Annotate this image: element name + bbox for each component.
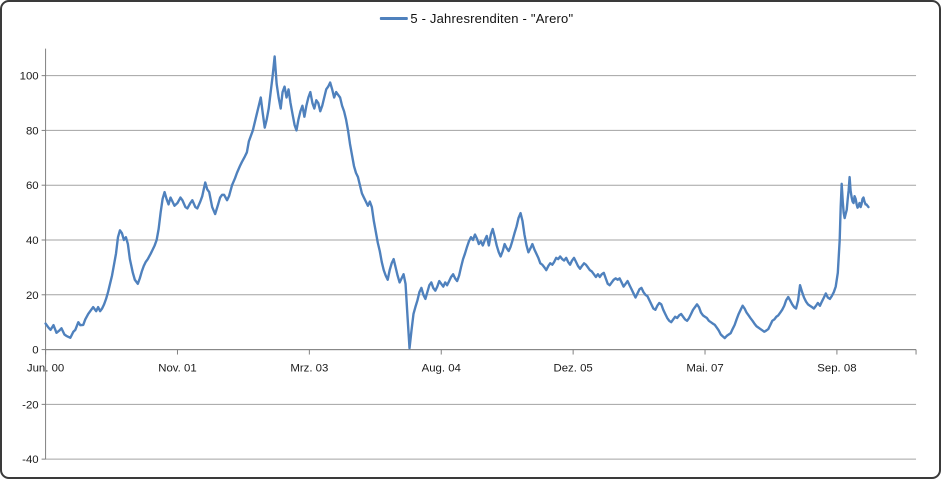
x-tick-label: Nov. 01 [158, 362, 196, 374]
x-tick-label: Sep. 08 [817, 362, 856, 374]
y-tick-label: 40 [26, 235, 39, 247]
chart-legend: 5 - Jahresrenditen - "Arero" [379, 11, 573, 26]
x-tick-label: Jun. 00 [27, 362, 64, 374]
y-tick-label: 80 [26, 125, 39, 137]
x-tick-label: Aug. 04 [422, 362, 461, 374]
legend-line-marker-icon [379, 17, 408, 20]
y-tick-label: 100 [20, 71, 39, 83]
x-tick-label: Mrz. 03 [290, 362, 328, 374]
series-line [44, 55, 870, 350]
x-tick-label: Mai. 07 [686, 362, 723, 374]
x-tick-label: Dez. 05 [554, 362, 593, 374]
y-tick-label: -20 [22, 399, 38, 411]
y-tick-label: 20 [26, 290, 39, 302]
y-tick-label: 60 [26, 180, 39, 192]
y-tick-label: 0 [32, 345, 38, 357]
y-tick-label: -40 [22, 454, 38, 466]
legend-label: 5 - Jahresrenditen - "Arero" [410, 11, 574, 26]
